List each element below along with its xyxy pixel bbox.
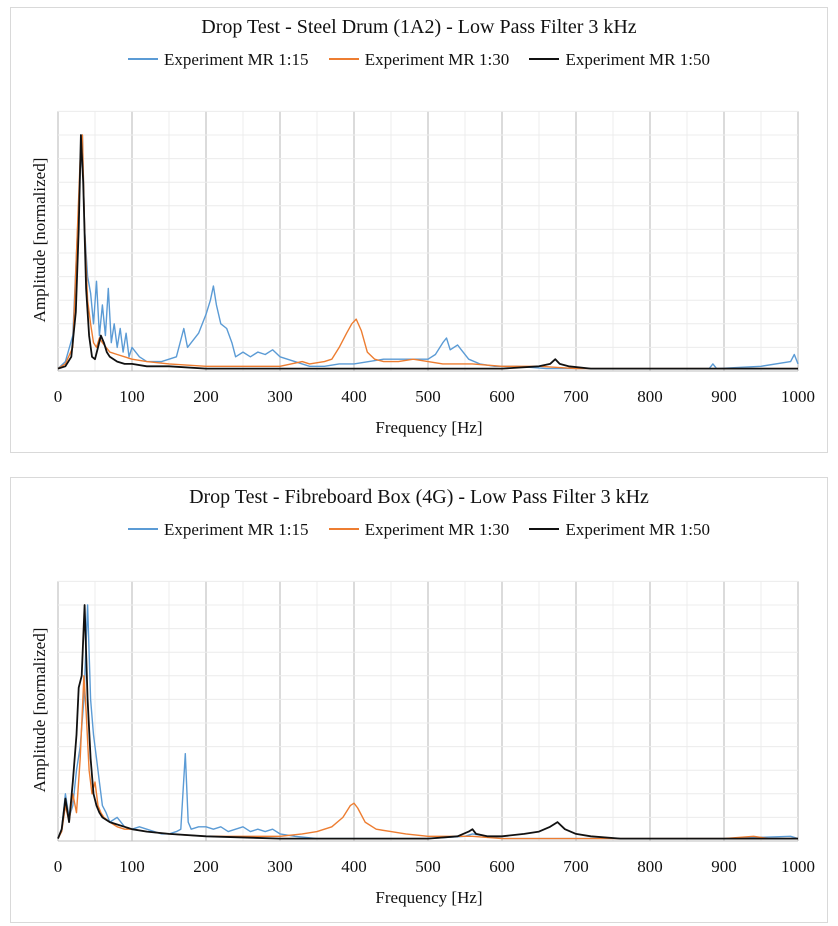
x-tick-label: 500	[415, 387, 441, 406]
chart-legend: Experiment MR 1:15 Experiment MR 1:30 Ex…	[11, 50, 827, 70]
legend-item-mr-1-30: Experiment MR 1:30	[328, 520, 510, 540]
series-line-2	[57, 675, 798, 840]
series-line-3	[57, 604, 798, 840]
x-tick-label: 400	[341, 857, 367, 876]
legend-swatch	[529, 58, 560, 61]
chart-title: Drop Test - Fibreboard Box (4G) - Low Pa…	[189, 486, 649, 508]
x-tick-label: 900	[711, 387, 737, 406]
x-tick-label: 800	[637, 387, 663, 406]
legend-swatch	[128, 528, 159, 531]
chart-panel-fibreboard-box: Drop Test - Fibreboard Box (4G) - Low Pa…	[10, 477, 828, 923]
x-tick-label: 700	[563, 387, 589, 406]
legend-item-mr-1-30: Experiment MR 1:30	[328, 50, 510, 70]
x-tick-label: 300	[267, 857, 293, 876]
x-tick-label: 1000	[781, 387, 815, 406]
chart-panel-steel-drum: Drop Test - Steel Drum (1A2) - Low Pass …	[10, 7, 828, 453]
x-axis-title: Frequency [Hz]	[375, 888, 482, 907]
x-tick-label: 200	[193, 387, 219, 406]
legend-swatch	[328, 58, 359, 61]
legend-label: Experiment MR 1:50	[565, 50, 710, 69]
plot-svg: 0 100 200 300 400 500 600 700 800 900 1000 Amplitu…	[30, 110, 815, 437]
legend-label: Experiment MR 1:15	[164, 50, 309, 69]
chart-legend: Experiment MR 1:15 Experiment MR 1:30 Ex…	[11, 520, 827, 540]
x-tick-label: 100	[119, 387, 145, 406]
legend-item-mr-1-50: Experiment MR 1:50	[529, 520, 710, 540]
x-tick-label: 900	[711, 857, 737, 876]
series-line-1	[57, 134, 799, 370]
series-line-2	[57, 134, 798, 370]
x-tick-label: 1000	[781, 857, 815, 876]
legend-item-mr-1-50: Experiment MR 1:50	[529, 50, 710, 70]
y-axis-title: Amplitude [normalized]	[30, 158, 49, 323]
x-tick-label: 200	[193, 857, 219, 876]
legend-label: Experiment MR 1:30	[364, 520, 510, 539]
legend-swatch	[328, 528, 359, 531]
y-axis-title: Amplitude [normalized]	[30, 628, 49, 793]
plot-svg: 0 100 200 300 400 500 600 700 800 900 1000 Amplitu…	[30, 580, 815, 907]
chart-title: Drop Test - Steel Drum (1A2) - Low Pass …	[201, 16, 637, 38]
legend-swatch	[529, 528, 560, 531]
x-tick-label: 0	[54, 387, 63, 406]
legend-item-mr-1-15: Experiment MR 1:15	[128, 50, 309, 70]
series-line-3	[57, 134, 798, 370]
legend-swatch	[128, 58, 159, 61]
legend-label: Experiment MR 1:50	[565, 520, 710, 539]
x-tick-label: 800	[637, 857, 663, 876]
legend-label: Experiment MR 1:30	[364, 50, 510, 69]
x-tick-label: 600	[489, 387, 515, 406]
x-tick-label: 100	[119, 857, 145, 876]
x-axis-title: Frequency [Hz]	[375, 418, 482, 437]
x-tick-label: 400	[341, 387, 367, 406]
x-tick-label: 600	[489, 857, 515, 876]
x-tick-label: 300	[267, 387, 293, 406]
legend-item-mr-1-15: Experiment MR 1:15	[128, 520, 309, 540]
legend-label: Experiment MR 1:15	[164, 520, 309, 539]
x-tick-label: 0	[54, 857, 63, 876]
x-tick-label: 700	[563, 857, 589, 876]
x-tick-label: 500	[415, 857, 441, 876]
